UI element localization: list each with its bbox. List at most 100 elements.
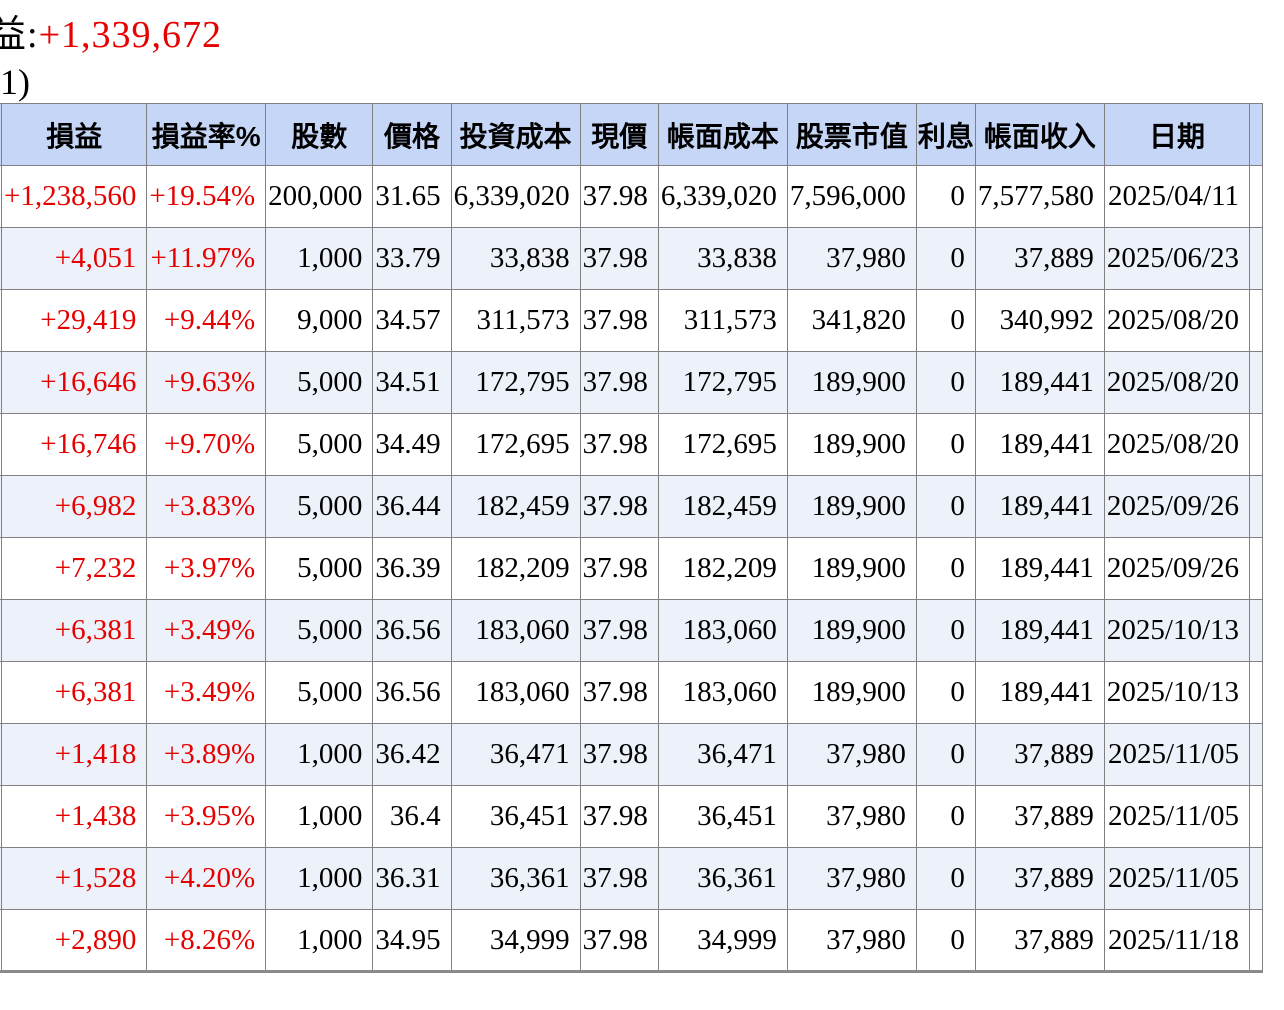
- table-cell: +3.97%: [146, 537, 267, 600]
- table-cell: 37,889: [974, 227, 1105, 290]
- table-cell: 2025/11/05: [1103, 847, 1251, 910]
- table-cell: +11.97%: [146, 227, 267, 290]
- table-cell: +4.20%: [146, 847, 267, 910]
- table-cell: [1249, 537, 1264, 600]
- table-cell: 33.79: [372, 227, 452, 290]
- table-cell: +3.49%: [146, 661, 267, 724]
- table-row: 買+6,381+3.49%5,00036.56183,06037.98183,0…: [0, 599, 1264, 662]
- table-cell: +9.44%: [146, 289, 267, 352]
- table-cell: 189,900: [786, 475, 917, 538]
- table-cell: 34,999: [450, 909, 581, 972]
- table-cell: 2025/08/20: [1103, 351, 1251, 414]
- unrealized-profit-summary: 益:+1,339,672: [0, 14, 222, 56]
- table-cell: 0: [915, 537, 976, 600]
- table-cell: 2025/08/20: [1103, 413, 1251, 476]
- table-cell: +1,238,560: [1, 165, 148, 228]
- table-cell: 189,441: [974, 413, 1105, 476]
- table-cell: 189,441: [974, 475, 1105, 538]
- table-cell: 6,339,020: [450, 165, 581, 228]
- table-row: 買+2,890+8.26%1,00034.9534,99937.9834,999…: [0, 909, 1264, 972]
- table-cell: 0: [915, 475, 976, 538]
- table-cell: 172,795: [657, 351, 788, 414]
- table-cell: 311,573: [657, 289, 788, 352]
- table-cell: 34,999: [657, 909, 788, 972]
- table-cell: 36.42: [372, 723, 452, 786]
- table-cell: 2025/04/11: [1103, 165, 1251, 228]
- table-row: 買+29,419+9.44%9,00034.57311,57337.98311,…: [0, 289, 1264, 352]
- table-cell: 0: [915, 413, 976, 476]
- table-cell: 0: [915, 661, 976, 724]
- table-cell: 5,000: [265, 661, 374, 724]
- table-cell: +7,232: [1, 537, 148, 600]
- table-cell: 6,339,020: [657, 165, 788, 228]
- table-cell: 5,000: [265, 413, 374, 476]
- table-cell: 189,900: [786, 661, 917, 724]
- table-row: 買+1,438+3.95%1,00036.436,45137.9836,4513…: [0, 785, 1264, 848]
- table-cell: 1,000: [265, 723, 374, 786]
- table-cell: +1,418: [1, 723, 148, 786]
- table-cell: 2025/10/13: [1103, 599, 1251, 662]
- table-cell: 37,980: [786, 227, 917, 290]
- table-cell: 2025/09/26: [1103, 475, 1251, 538]
- column-header: 股票市值: [786, 103, 917, 166]
- table-cell: 189,441: [974, 351, 1105, 414]
- column-header: 帳面收入: [974, 103, 1105, 166]
- table-cell: 37.98: [579, 413, 659, 476]
- table-cell: 1,000: [265, 847, 374, 910]
- table-cell: 183,060: [657, 661, 788, 724]
- column-header: 現價: [579, 103, 659, 166]
- table-cell: 311,573: [450, 289, 581, 352]
- column-header: 價格: [372, 103, 452, 166]
- table-cell: +6,381: [1, 661, 148, 724]
- table-cell: +3.83%: [146, 475, 267, 538]
- table-cell: 0: [915, 723, 976, 786]
- table-cell: [1249, 723, 1264, 786]
- table-cell: 31.65: [372, 165, 452, 228]
- table-cell: 1,000: [265, 909, 374, 972]
- table-cell: 172,795: [450, 351, 581, 414]
- table-cell: [1249, 599, 1264, 662]
- table-cell: 36,451: [450, 785, 581, 848]
- table-cell: 189,441: [974, 537, 1105, 600]
- table-cell: 5,000: [265, 537, 374, 600]
- table-cell: 36,361: [450, 847, 581, 910]
- table-cell: 37,980: [786, 847, 917, 910]
- table-cell: +3.49%: [146, 599, 267, 662]
- table-cell: 36.31: [372, 847, 452, 910]
- table-cell: 182,209: [450, 537, 581, 600]
- table-cell: 7,577,580: [974, 165, 1105, 228]
- table-cell: 2025/11/05: [1103, 723, 1251, 786]
- table-row: 買+4,051+11.97%1,00033.7933,83837.9833,83…: [0, 227, 1264, 290]
- column-header: 日期: [1103, 103, 1251, 166]
- table-cell: 37.98: [579, 785, 659, 848]
- table-cell: 0: [915, 165, 976, 228]
- column-header: 利息: [915, 103, 976, 166]
- table-cell: +16,646: [1, 351, 148, 414]
- column-header: 損益: [1, 103, 148, 166]
- table-cell: 2025/10/13: [1103, 661, 1251, 724]
- table-cell: 34.95: [372, 909, 452, 972]
- table-cell: 37,889: [974, 847, 1105, 910]
- table-cell: [1249, 165, 1264, 228]
- table-cell: 0: [915, 227, 976, 290]
- stock-code-fragment: 1): [0, 62, 30, 102]
- table-cell: 189,900: [786, 599, 917, 662]
- table-cell: 36.56: [372, 599, 452, 662]
- table-cell: 1,000: [265, 227, 374, 290]
- table-cell: +2,890: [1, 909, 148, 972]
- table-cell: [1249, 413, 1264, 476]
- table-cell: 5,000: [265, 475, 374, 538]
- table-cell: +16,746: [1, 413, 148, 476]
- table-cell: +6,982: [1, 475, 148, 538]
- table-cell: 37.98: [579, 475, 659, 538]
- table-cell: +8.26%: [146, 909, 267, 972]
- table-cell: 0: [915, 909, 976, 972]
- table-cell: 36.4: [372, 785, 452, 848]
- table-cell: 0: [915, 599, 976, 662]
- table-cell: 2025/11/18: [1103, 909, 1251, 972]
- summary-value: +1,339,672: [38, 14, 222, 56]
- table-cell: 5,000: [265, 351, 374, 414]
- table-cell: [1249, 227, 1264, 290]
- table-cell: +19.54%: [146, 165, 267, 228]
- column-header: 股數: [265, 103, 374, 166]
